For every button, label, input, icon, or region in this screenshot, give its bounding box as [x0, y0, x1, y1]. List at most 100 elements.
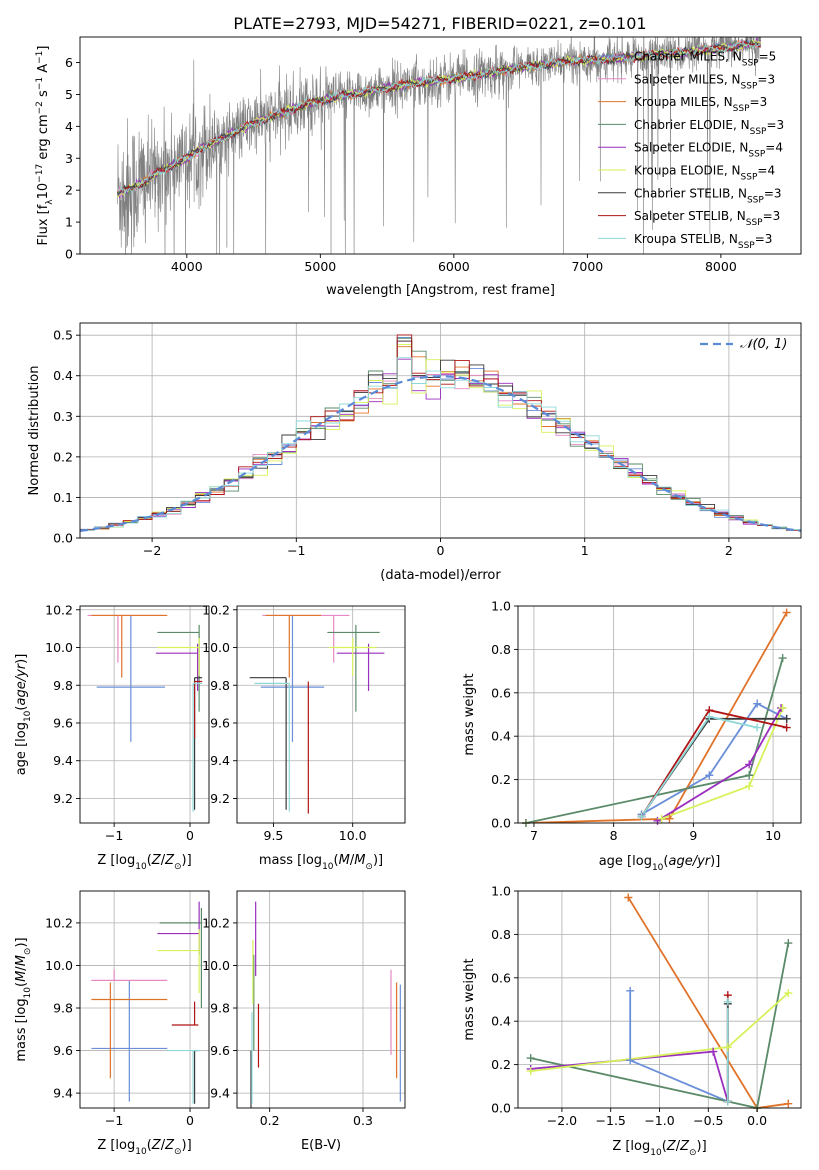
axes-frame: [236, 605, 406, 824]
mass_vs_ebv-plot-area: [250, 901, 401, 1108]
age_vs_Z-plot-area: [87, 614, 203, 812]
x-tick-label: 0: [186, 828, 194, 843]
axes-frame: [79, 36, 802, 255]
x-tick-label: 8: [610, 828, 618, 843]
x-tick-label: 0.0: [747, 1113, 767, 1128]
x-tick-label: 9.5: [264, 828, 284, 843]
y-tick-label: 9.4: [210, 753, 230, 768]
x-axis-label: age [log10(age/yr)]: [599, 854, 721, 873]
weight-marker-salpeter_elodie: [745, 760, 754, 769]
weight-marker-kroupa_elodie: [745, 782, 754, 791]
y-tick-label: 9.6: [210, 1043, 230, 1058]
weight-marker-chabrier_miles: [705, 771, 714, 780]
y-axis-label: Normed distribution: [27, 366, 42, 496]
figure-title: PLATE=2793, MJD=54271, FIBERID=0221, z=0…: [233, 14, 646, 33]
y-tick-label: 9.8: [53, 1001, 73, 1016]
weight-marker-chabrier_miles: [626, 1056, 635, 1065]
y-tick-label: 9.6: [53, 715, 73, 730]
y-tick-label: 9.4: [53, 753, 73, 768]
spectrum-model-salpeter_elodie: [117, 37, 762, 199]
weight-marker-salpeter_stelib: [782, 723, 791, 732]
axes-frame: [517, 605, 802, 824]
x-tick-label: −1.5: [596, 1113, 626, 1128]
weight-marker-kroupa_miles: [665, 814, 674, 823]
legend-entry-chabrier_miles: Chabrier MILES, NSSP=5: [634, 50, 776, 69]
weight-marker-chabrier_miles: [753, 699, 762, 708]
x-tick-label: 8000: [705, 259, 737, 274]
weight-marker-kroupa_miles: [624, 893, 633, 902]
y-tick-label: 0.0: [53, 531, 73, 546]
x-tick-label: −2.0: [547, 1113, 577, 1128]
y-tick-label: 5: [65, 87, 73, 102]
weight-marker-chabrier_elodie: [784, 939, 793, 948]
y-tick-label: 9.6: [53, 1043, 73, 1058]
x-tick-label: 2: [725, 543, 733, 558]
y-tick-label: 10.0: [45, 958, 73, 973]
weight-marker-chabrier_elodie: [526, 1054, 535, 1063]
weight-marker-kroupa_elodie: [723, 1043, 732, 1052]
y-tick-label: 0.3: [53, 409, 73, 424]
weight-marker-kroupa_elodie: [784, 988, 793, 997]
y-tick-label: 2: [65, 183, 73, 198]
y-tick-label: 0.4: [53, 368, 73, 383]
x-tick-label: −1: [105, 1113, 123, 1128]
legend-entry-salpeter_elodie: Salpeter ELODIE, NSSP=4: [634, 141, 783, 160]
legend-entry-kroupa_stelib: Kroupa STELIB, NSSP=3: [634, 232, 772, 251]
y-axis-label: mass weight: [462, 958, 477, 1040]
weight-marker-kroupa_elodie: [778, 703, 787, 712]
y-axis-label: Flux [fλ10−17 erg cm−2 s−1 A−1]: [35, 46, 55, 246]
y-tick-label: 0: [65, 247, 73, 262]
y-tick-label: 9.8: [210, 678, 230, 693]
y-tick-label: 9.8: [53, 678, 73, 693]
weight-marker-kroupa_stelib: [723, 997, 732, 1006]
y-tick-label: 10.2: [202, 915, 230, 930]
spectrum-model-kroupa_stelib: [117, 41, 761, 195]
y-tick-label: 6: [65, 55, 73, 70]
spectrum-plot-area: [116, 37, 762, 254]
x-axis-label: E(B-V): [301, 1138, 341, 1153]
weight-marker-kroupa_miles: [784, 1099, 793, 1108]
y-tick-label: 9.4: [53, 1086, 73, 1101]
spectrum-panel: 4000 5000 6000 7000 8000 0 1 2 3 4 5 6 wavelength [A…: [35, 36, 802, 298]
age_vs_mass-panel: 9.5 10.0 9.2 9.4 9.6 9.8 10.0 10.2 mass [log10(M…: [202, 602, 406, 872]
y-tick-label: 10.2: [202, 602, 230, 617]
y-tick-label: 0.6: [491, 685, 511, 700]
weight-line-chabrier_miles: [641, 702, 788, 816]
y-tick-label: 1: [65, 215, 73, 230]
y-axis-label: mass [log10(M/M⊙)]: [14, 937, 33, 1061]
y-tick-label: 0.4: [491, 1014, 511, 1029]
mass_vs_Z-plot-area: [91, 901, 203, 1104]
y-axis-label: mass weight: [462, 673, 477, 755]
x-tick-label: 10.0: [339, 828, 367, 843]
y-tick-label: 0.4: [491, 729, 511, 744]
y-tick-label: 0.6: [491, 970, 511, 985]
x-tick-label: −1.0: [644, 1113, 674, 1128]
weight-marker-salpeter_elodie: [709, 1047, 718, 1056]
legend-entry-salpeter_stelib: Salpeter STELIB, NSSP=3: [634, 209, 780, 228]
y-tick-label: 0.1: [53, 490, 73, 505]
x-tick-label: 0: [186, 1113, 194, 1128]
y-tick-label: 0.5: [53, 328, 73, 343]
weight-marker-kroupa_elodie: [657, 814, 666, 823]
x-tick-label: 0: [437, 543, 445, 558]
weight-line-chabrier_elodie: [530, 942, 790, 1108]
x-tick-label: −1: [105, 828, 123, 843]
weight-marker-kroupa_miles: [782, 608, 791, 617]
y-tick-label: 0.0: [491, 816, 511, 831]
x-tick-label: 10: [765, 828, 781, 843]
axes-frame: [236, 890, 406, 1109]
mass_vs_ebv-panel: 0.2 0.3 9.4 9.6 9.8 10.0 10.2 E(B-V): [202, 890, 406, 1153]
y-tick-label: 0.2: [491, 772, 511, 787]
x-tick-label: 0.2: [260, 1113, 280, 1128]
y-tick-label: 10.0: [202, 958, 230, 973]
y-tick-label: 9.2: [53, 791, 73, 806]
y-tick-label: 0.8: [491, 642, 511, 657]
x-axis-label: Z [log10(Z/Z⊙)]: [97, 853, 191, 872]
x-tick-label: −1: [287, 543, 305, 558]
y-tick-label: 0.2: [491, 1057, 511, 1072]
weight-marker-chabrier_elodie: [778, 654, 787, 663]
x-tick-label: −0.5: [693, 1113, 723, 1128]
x-axis-label: Z [log10(Z/Z⊙)]: [612, 1139, 706, 1158]
